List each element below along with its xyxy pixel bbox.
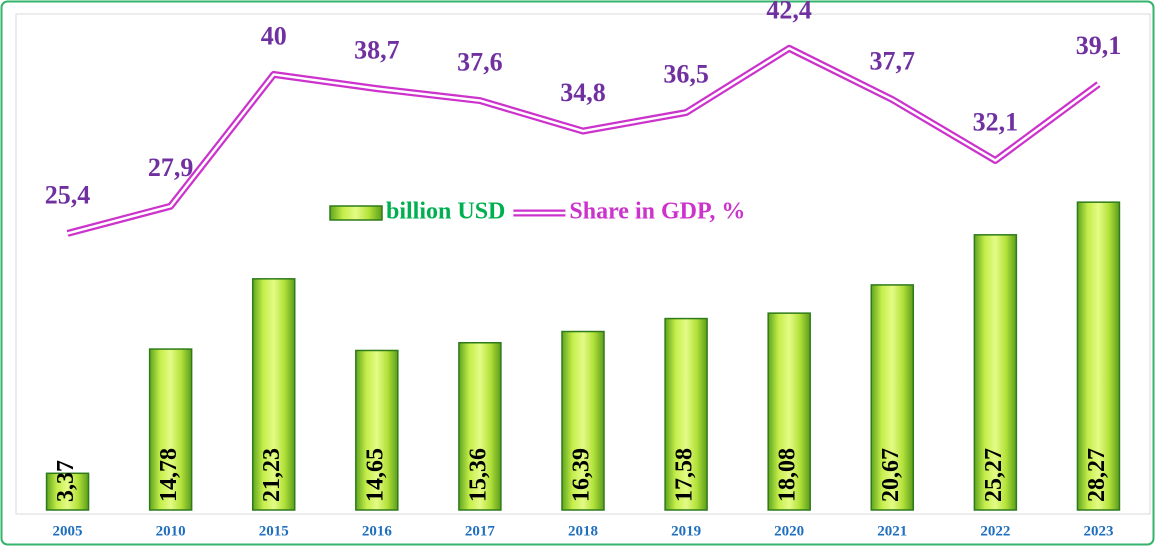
x-tick-label: 2023	[1083, 523, 1113, 539]
legend-swatch	[329, 205, 383, 221]
bar	[458, 341, 502, 511]
x-tick-label: 2018	[568, 523, 598, 539]
line-value-label: 37,7	[870, 46, 916, 75]
bar	[148, 348, 193, 511]
bar	[767, 312, 811, 511]
x-tick-label: 2019	[671, 523, 701, 539]
bar-value-label: 28,27	[1084, 448, 1110, 502]
line-value-label: 40	[261, 21, 287, 50]
x-tick-label: 2010	[156, 523, 186, 539]
bar-value-label: 3,37	[53, 460, 79, 502]
x-tick-label: 2015	[259, 523, 289, 539]
bar-value-label: 14,65	[362, 448, 388, 502]
bar	[355, 349, 399, 511]
bar-value-label: 17,58	[672, 448, 698, 502]
line-value-label: 34,8	[560, 78, 606, 107]
line-value-label: 42,4	[766, 0, 812, 24]
line-value-label: 36,5	[663, 60, 709, 89]
bar-value-label: 25,27	[981, 448, 1007, 502]
bar-value-label: 14,78	[156, 448, 182, 502]
line-value-label: 38,7	[354, 36, 400, 65]
bar	[561, 330, 605, 511]
bar	[973, 234, 1018, 511]
bar-value-label: 18,08	[775, 448, 801, 502]
bar-value-label: 15,36	[465, 448, 491, 502]
bar	[870, 284, 915, 511]
plot-area	[15, 13, 1151, 515]
bar-value-label: 16,39	[569, 448, 595, 502]
line-highlight	[67, 47, 1100, 235]
bar	[664, 317, 708, 511]
line-value-label: 39,1	[1076, 31, 1122, 60]
x-tick-label: 2017	[465, 523, 496, 539]
x-tick-label: 2020	[774, 523, 804, 539]
line-value-label: 32,1	[973, 107, 1019, 136]
x-tick-label: 2016	[362, 523, 393, 539]
line-value-label: 37,6	[457, 48, 503, 77]
legend-label: billion USD	[386, 199, 505, 225]
line-value-label: 27,9	[148, 153, 194, 182]
x-tick-label: 2021	[877, 523, 907, 539]
bar	[1076, 201, 1121, 511]
x-tick-label: 2022	[980, 523, 1010, 539]
bar-value-label: 20,67	[878, 448, 904, 502]
bar	[45, 472, 90, 511]
legend-label: Share in GDP, %	[569, 199, 745, 225]
bar	[251, 278, 296, 511]
bar-value-label: 21,23	[259, 448, 285, 502]
x-tick-label: 2005	[53, 523, 83, 539]
line-value-label: 25,4	[45, 180, 91, 209]
